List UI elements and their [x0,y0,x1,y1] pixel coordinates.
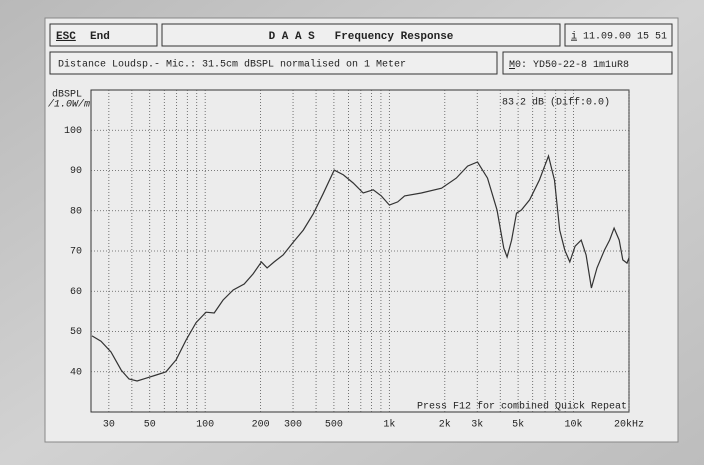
x-tick-label: 100 [196,420,214,431]
y-tick-label: 60 [70,287,82,298]
x-tick-label: 1k [383,419,395,431]
info-box[interactable] [564,23,673,47]
footnote: Press F12 for combined Quick Repeat [417,401,627,413]
model: 0: YD50-22-8 1m1uR8 [515,60,629,71]
model-line: M0: YD50-22-8 1m1uR8 [509,60,629,71]
esc-button[interactable] [49,23,158,47]
y-tick-label: 50 [70,327,82,338]
y-tick-label: 40 [70,367,82,378]
x-tick-label: 200 [252,420,270,431]
y-tick-label: 80 [70,206,82,217]
x-tick-label: 2k [439,419,451,431]
x-tick-label: 30 [103,420,115,431]
y-tick-label: 70 [70,247,82,258]
y-label: dBSPL [52,89,82,101]
title-box [161,23,561,47]
y-unit: /1.0W/m [48,99,90,111]
x-tick-label: 5k [512,419,524,431]
y-tick-label: 100 [64,126,82,137]
response-curve [91,153,630,382]
x-tick-label: 20kHz [614,419,644,431]
x-tick-label: 300 [284,420,302,431]
y-tick-label: 90 [70,166,82,177]
esc-key: ESC [56,31,76,43]
title: D A A S Frequency Response [269,31,454,43]
description-box [49,51,498,75]
x-tick-label: 500 [325,420,343,431]
esc-label: End [90,31,110,43]
window [44,17,679,443]
model-box[interactable] [502,51,673,75]
info-key: i [571,31,577,43]
x-tick-label: 3k [471,419,483,431]
x-tick-label: 10k [565,419,583,431]
description: Distance Loudsp.- Mic.: 31.5cm dBSPL nor… [58,59,406,71]
datetime: 11.09.00 15 51 [583,32,667,43]
x-tick-label: 50 [144,420,156,431]
model-key: M [509,60,515,71]
